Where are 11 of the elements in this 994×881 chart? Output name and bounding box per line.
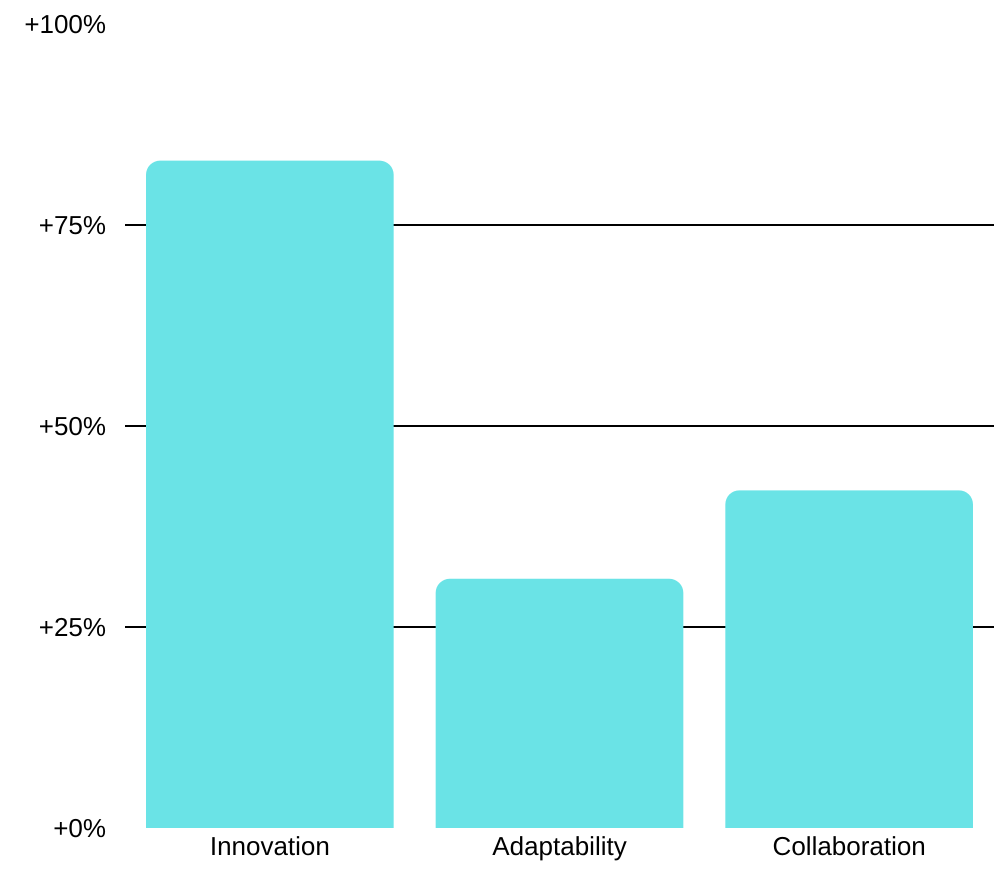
x-tick-label: Innovation [210, 831, 330, 861]
bar [146, 160, 394, 828]
y-tick-label: +50% [38, 411, 106, 442]
y-tick-label: +25% [38, 612, 106, 642]
x-tick-label: Collaboration [772, 831, 926, 861]
y-tick-label: +100% [24, 9, 106, 40]
y-tick-label: +75% [38, 210, 106, 240]
bar [436, 578, 684, 828]
x-tick-label: Adaptability [492, 831, 627, 861]
bar [725, 490, 973, 828]
y-tick-label: +0% [53, 813, 106, 844]
